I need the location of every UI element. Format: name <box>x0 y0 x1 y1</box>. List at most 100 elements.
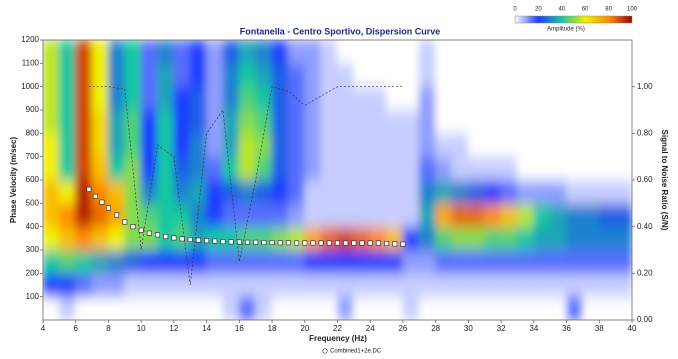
heat-cell <box>467 132 486 158</box>
dispersion-point <box>359 240 365 246</box>
y2-tick-label: 0.80 <box>637 128 653 137</box>
heat-cell <box>58 62 77 88</box>
heat-cell <box>386 156 404 181</box>
heat-cell <box>107 226 126 251</box>
heat-cell <box>173 40 191 64</box>
heat-cell <box>140 272 159 298</box>
heat-cell <box>402 226 420 251</box>
heat-cell <box>582 86 600 111</box>
dispersion-point <box>195 237 201 243</box>
heat-cell <box>107 156 126 181</box>
heat-cell <box>255 226 273 251</box>
heat-cell <box>451 86 469 111</box>
heat-cell <box>566 62 584 88</box>
heat-cell <box>484 249 502 274</box>
heat-cell <box>107 249 126 274</box>
heat-cell <box>500 156 518 181</box>
heat-cell <box>369 109 388 134</box>
heat-cell <box>615 132 632 158</box>
heat-cell <box>304 62 322 88</box>
dispersion-point <box>392 241 398 247</box>
heat-cell <box>320 272 338 298</box>
heat-cell <box>337 202 355 228</box>
heat-cell <box>533 156 551 181</box>
heat-cell <box>598 156 617 181</box>
heat-cell <box>337 249 355 274</box>
heat-cell <box>107 62 126 88</box>
heat-cell <box>516 179 535 204</box>
heat-cell <box>467 226 486 251</box>
heat-cell <box>255 132 273 158</box>
heat-cell <box>222 202 240 228</box>
heat-cell <box>107 40 126 64</box>
heat-cell <box>75 249 93 274</box>
heat-cell <box>500 202 518 228</box>
heat-cell <box>582 249 600 274</box>
heat-cell <box>582 40 600 64</box>
heat-cell <box>549 202 568 228</box>
x-tick-label: 40 <box>628 324 637 333</box>
heat-cell <box>320 109 338 134</box>
y2-tick-label: 0.00 <box>637 315 653 324</box>
heat-cell <box>287 156 306 181</box>
heat-cell <box>271 109 289 134</box>
heat-cell <box>255 62 273 88</box>
heat-cell <box>566 296 584 320</box>
dispersion-point <box>122 219 128 225</box>
heat-cell <box>451 156 469 181</box>
heat-cell <box>402 62 420 88</box>
heat-cell <box>418 249 437 274</box>
heat-cell <box>75 202 93 228</box>
heat-cell <box>238 202 257 228</box>
heat-cell <box>402 272 420 298</box>
heat-cell <box>271 272 289 298</box>
heat-cell <box>582 296 600 320</box>
heat-cell <box>107 109 126 134</box>
heat-cell <box>320 62 338 88</box>
heat-cell <box>418 40 437 64</box>
heat-cell <box>271 62 289 88</box>
heat-cell <box>598 132 617 158</box>
heat-cell <box>140 249 159 274</box>
heat-cell <box>615 109 632 134</box>
snr-line <box>88 86 403 286</box>
heat-cell <box>615 62 632 88</box>
heat-cell <box>255 296 273 320</box>
heat-cell <box>75 109 93 134</box>
heat-cell <box>533 132 551 158</box>
heat-cell <box>566 179 584 204</box>
heat-cell <box>43 202 60 228</box>
heat-cell <box>271 132 289 158</box>
heat-cell <box>582 202 600 228</box>
heat-cell <box>418 109 437 134</box>
dispersion-point <box>302 240 308 246</box>
heat-cell <box>598 249 617 274</box>
heat-cell <box>582 179 600 204</box>
heat-cell <box>369 156 388 181</box>
heat-cell <box>320 249 338 274</box>
heat-cell <box>582 272 600 298</box>
x-tick-label: 32 <box>497 324 506 333</box>
heat-cell <box>304 272 322 298</box>
heat-cell <box>484 296 502 320</box>
heat-cell <box>271 179 289 204</box>
heat-cell <box>304 86 322 111</box>
heat-cell <box>533 40 551 64</box>
y2-tick-label: 0.20 <box>637 268 653 277</box>
heat-cell <box>75 86 93 111</box>
heat-cell <box>157 62 175 88</box>
heat-cell <box>157 179 175 204</box>
x-tick-label: 4 <box>41 324 46 333</box>
heat-cell <box>287 109 306 134</box>
heat-cell <box>58 226 77 251</box>
heat-cell <box>43 156 60 181</box>
dispersion-point <box>400 241 406 247</box>
heat-cell <box>353 226 371 251</box>
heat-cell <box>435 202 453 228</box>
heat-cell <box>43 296 60 320</box>
heat-cell <box>189 40 208 64</box>
heat-cell <box>615 249 632 274</box>
dispersion-point <box>310 240 316 246</box>
heat-cell <box>124 249 142 274</box>
